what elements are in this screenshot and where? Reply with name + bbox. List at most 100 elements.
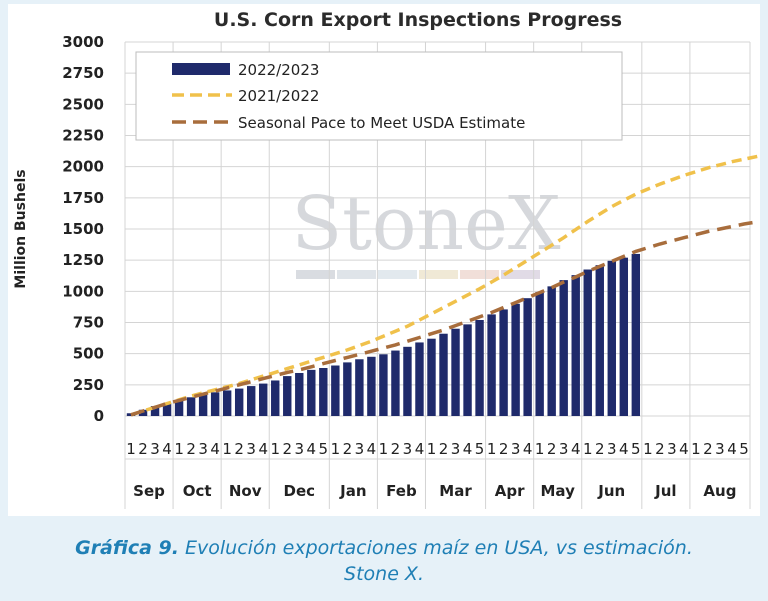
x-week-label: 1 <box>643 440 653 458</box>
bar <box>631 253 641 416</box>
x-week-label: 3 <box>559 440 569 458</box>
x-month-label: Jan <box>339 482 366 500</box>
bar <box>475 320 484 416</box>
bar <box>355 359 364 416</box>
y-tick-label: 0 <box>94 407 104 425</box>
watermark-stripe <box>337 270 376 279</box>
watermark-stripes <box>296 270 540 279</box>
bar <box>234 388 244 416</box>
x-week-label: 1 <box>379 440 389 458</box>
y-axis-label: Million Bushels <box>13 169 29 288</box>
bar <box>379 354 388 416</box>
bar <box>463 324 472 416</box>
x-week-label: 3 <box>246 440 256 458</box>
legend-label-seasonal-pace: Seasonal Pace to Meet USDA Estimate <box>238 114 525 132</box>
line-series <box>130 154 760 417</box>
y-tick-label: 2250 <box>62 127 104 145</box>
bar <box>162 402 172 416</box>
y-tick-label: 750 <box>73 314 104 332</box>
x-week-label: 4 <box>367 440 377 458</box>
x-week-label: 2 <box>138 440 148 458</box>
y-tick-label: 2500 <box>62 95 104 113</box>
x-month-label: Nov <box>229 482 262 500</box>
x-week-label: 3 <box>150 440 160 458</box>
x-week-label: 1 <box>535 440 545 458</box>
line-seasonal-pace <box>130 219 760 417</box>
x-week-label: 3 <box>198 440 208 458</box>
bar <box>427 338 436 416</box>
x-week-label: 2 <box>391 440 401 458</box>
x-week-label: 4 <box>307 440 317 458</box>
x-axis-month-labels: Sep Oct Nov Dec Jan Feb Mar Apr May Jun Jul Aug <box>133 482 736 500</box>
x-month-label: Sep <box>133 482 165 500</box>
bar <box>559 280 568 416</box>
y-tick-label: 2000 <box>62 158 104 176</box>
x-week-label: 4 <box>727 440 737 458</box>
x-week-label: 2 <box>595 440 605 458</box>
y-tick-label: 500 <box>73 345 104 363</box>
bar <box>511 303 520 416</box>
bar <box>295 372 304 416</box>
bar <box>174 399 184 416</box>
x-week-label: 3 <box>355 440 365 458</box>
x-week-label: 4 <box>463 440 473 458</box>
caption-text: Evolución exportaciones maíz en USA, vs … <box>178 537 693 559</box>
y-tick-label: 1000 <box>62 282 104 300</box>
bar <box>150 406 160 416</box>
bar <box>246 386 256 416</box>
bar <box>283 376 292 416</box>
x-week-label: 2 <box>703 440 713 458</box>
bar <box>487 314 496 416</box>
x-week-label: 1 <box>126 440 136 458</box>
bar <box>259 383 268 416</box>
x-week-label: 4 <box>679 440 689 458</box>
chart-title: U.S. Corn Export Inspections Progress <box>214 9 622 31</box>
x-week-label: 1 <box>222 440 232 458</box>
x-week-label: 2 <box>186 440 196 458</box>
x-week-label: 1 <box>583 440 593 458</box>
y-tick-label: 2750 <box>62 64 104 82</box>
bar <box>415 342 424 416</box>
legend: 2022/2023 2021/2022 Seasonal Pace to Mee… <box>135 51 623 141</box>
x-week-label: 1 <box>331 440 341 458</box>
x-week-label: 2 <box>234 440 244 458</box>
x-week-label: 2 <box>547 440 557 458</box>
x-week-label: 1 <box>487 440 497 458</box>
x-week-label: 3 <box>511 440 521 458</box>
bar <box>210 392 220 416</box>
x-month-label: Jul <box>654 482 676 500</box>
y-tick-label: 1250 <box>62 251 104 269</box>
bar <box>307 369 316 416</box>
x-month-label: Aug <box>703 482 736 500</box>
bar <box>367 356 376 416</box>
x-week-label: 4 <box>258 440 268 458</box>
bar <box>583 269 592 416</box>
x-week-label: 5 <box>475 440 485 458</box>
bar <box>571 275 580 416</box>
bar <box>331 365 340 416</box>
x-week-label: 3 <box>715 440 725 458</box>
x-month-label: Oct <box>183 482 212 500</box>
chart-svg: U.S. Corn Export Inspections Progress Mi… <box>13 9 760 509</box>
y-tick-label: 250 <box>73 376 104 394</box>
legend-swatch-2022-2023 <box>172 63 230 75</box>
bar <box>271 380 280 416</box>
x-week-label: 2 <box>655 440 665 458</box>
legend-label-2021-2022: 2021/2022 <box>238 87 319 105</box>
bar <box>547 286 556 416</box>
x-week-label: 3 <box>451 440 461 458</box>
bar <box>138 409 148 416</box>
x-month-label: Jun <box>597 482 625 500</box>
x-week-label: 3 <box>667 440 677 458</box>
watermark-stripe <box>296 270 335 279</box>
x-month-label: Mar <box>439 482 472 500</box>
figure-caption: Gráfica 9. Evolución exportaciones maíz … <box>0 535 768 587</box>
x-week-label: 2 <box>439 440 449 458</box>
x-week-label: 4 <box>162 440 172 458</box>
x-week-label: 5 <box>631 440 641 458</box>
caption-line-1: Gráfica 9. Evolución exportaciones maíz … <box>0 535 768 561</box>
bar-series <box>126 253 641 416</box>
bar <box>391 350 400 416</box>
bar <box>535 291 544 416</box>
x-week-label: 4 <box>523 440 533 458</box>
